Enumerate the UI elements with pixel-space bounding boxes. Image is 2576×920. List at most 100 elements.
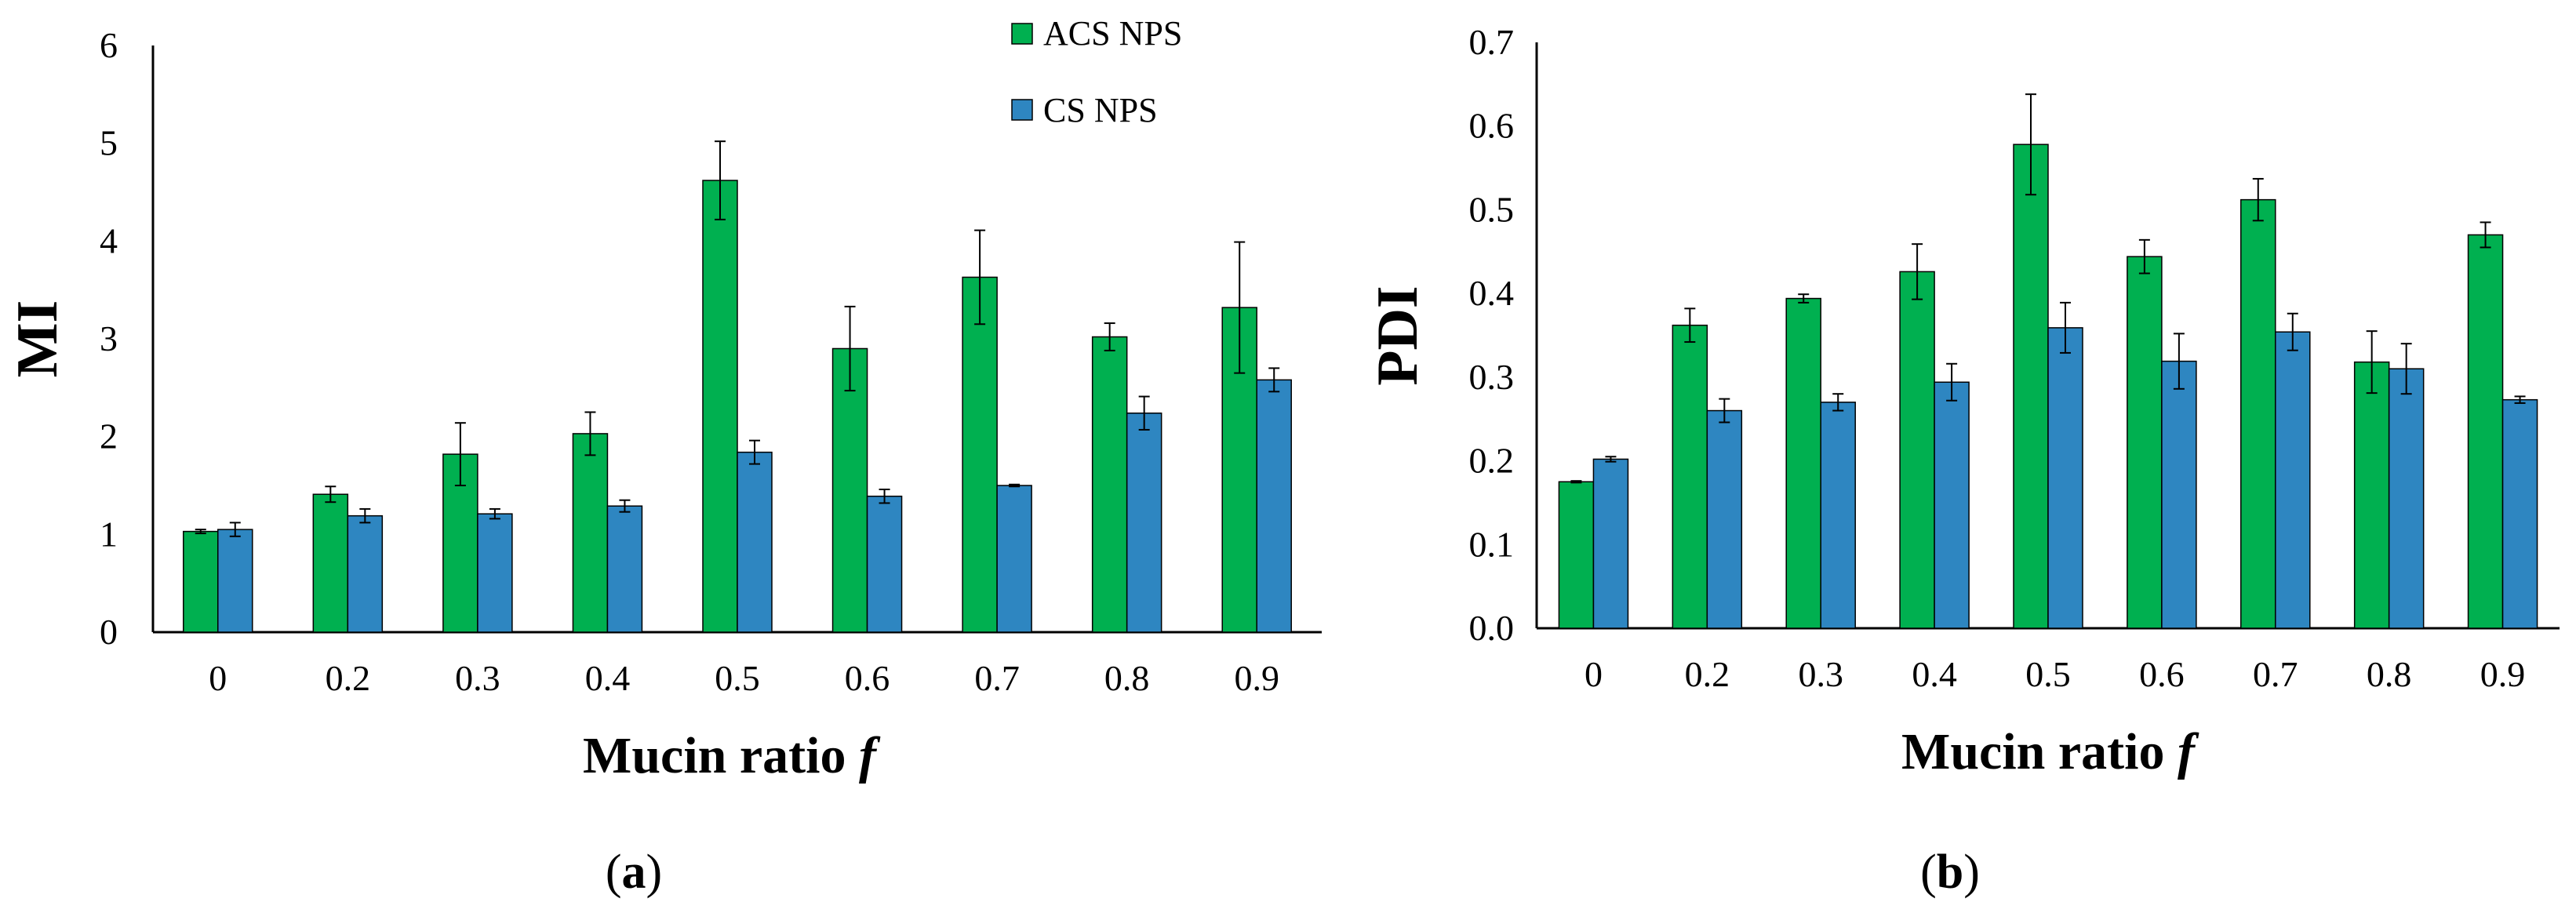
bar-cs-nps-0-4 [606, 505, 643, 633]
y-tick-label: 5 [100, 123, 118, 163]
y-tick-label: 0.7 [1469, 22, 1515, 62]
bar-cs-nps-0-7 [2275, 331, 2311, 629]
x-axis-label-text: Mucin ratio [583, 727, 846, 784]
bar-acs-nps-0-6 [2127, 256, 2163, 629]
error-bar-cs-nps-0-4 [619, 499, 631, 513]
bar-cs-nps-0-8 [2388, 368, 2425, 629]
error-bars [195, 140, 1280, 537]
bar-acs-nps-0-3 [1785, 297, 1821, 629]
bar-cs-nps-0-8 [1126, 412, 1162, 633]
x-tick-labels: 0 0.2 0.3 0.4 0.5 0.6 0.7 0.8 0.9 [209, 658, 1279, 698]
bar-acs-nps-0-4 [572, 433, 609, 633]
error-bar-acs-nps-0-3 [454, 422, 466, 486]
y-tick-label: 0.5 [1469, 189, 1515, 229]
error-bar-cs-nps-0-7 [1009, 483, 1021, 488]
x-tick-label: 0.7 [974, 658, 1020, 698]
error-bar-acs-nps-0-9 [2480, 221, 2491, 249]
y-tick-label: 0.0 [1469, 608, 1515, 648]
error-bar-cs-nps-0-7 [2287, 312, 2298, 351]
y-tick-label: 4 [100, 220, 118, 260]
x-tick-label: 0.3 [455, 658, 500, 698]
x-tick-label: 0.6 [2139, 654, 2185, 694]
bar-acs-nps-0-4 [1899, 271, 1935, 629]
y-axis-label: MI [5, 300, 70, 378]
y-tick-labels: 0.0 0.1 0.2 0.3 0.4 0.5 0.6 0.7 [1469, 22, 1515, 648]
panel-label-a-letter: a [622, 845, 646, 899]
error-bar-acs-nps-0-4 [584, 411, 596, 456]
bar-acs-nps-0 [1558, 481, 1595, 629]
bar-cs-nps-0-5 [2047, 327, 2083, 629]
legend-swatch-acs-nps [1011, 23, 1033, 45]
panel-label-a: (a) [606, 845, 662, 899]
y-tick-labels: 0 1 2 3 4 5 6 [100, 25, 118, 652]
error-bar-acs-nps-0 [1570, 480, 1582, 484]
error-bar-acs-nps-0-6 [2138, 238, 2150, 275]
y-tick-label: 0.4 [1469, 273, 1515, 313]
bar-acs-nps-0-5 [2013, 144, 2049, 629]
error-bar-cs-nps-0 [1605, 456, 1617, 463]
bar-cs-nps-0-2 [1706, 409, 1743, 629]
bar-cs-nps-0-2 [347, 515, 384, 633]
error-bar-acs-nps-0-7 [2252, 177, 2264, 222]
y-axis-label: PDI [1366, 285, 1430, 385]
y-tick-label: 0.1 [1469, 524, 1515, 564]
bar-acs-nps-0-8 [2353, 361, 2390, 629]
error-bar-cs-nps-0-3 [489, 507, 500, 520]
x-tick-label: 0.4 [1912, 654, 1957, 694]
bar-acs-nps-0-7 [962, 276, 998, 633]
error-bar-acs-nps-0-5 [2025, 93, 2036, 196]
panel-label-b-letter: b [1937, 845, 1963, 899]
x-tick-label: 0.4 [585, 658, 631, 698]
x-tick-label: 0.5 [715, 658, 760, 698]
bar-acs-nps-0 [183, 530, 219, 633]
bar-cs-nps-0-6 [2161, 360, 2197, 629]
bar-acs-nps-0-9 [2467, 234, 2504, 629]
error-bar-acs-nps-0-9 [1234, 241, 1246, 374]
error-bar-acs-nps-0-6 [844, 305, 856, 392]
x-tick-label: 0.6 [845, 658, 890, 698]
bar-cs-nps-0-9 [1256, 379, 1292, 633]
error-bar-cs-nps-0-6 [879, 488, 890, 504]
error-bar-cs-nps-0-2 [359, 507, 371, 524]
bar-acs-nps-0-2 [1672, 324, 1708, 629]
bar-acs-nps-0-2 [312, 493, 349, 633]
x-tick-label: 0.9 [1234, 658, 1279, 698]
y-tick-label: 3 [100, 318, 118, 358]
legend-label-acs-nps: ACS NPS [1043, 14, 1182, 53]
y-tick-label: 0.3 [1469, 357, 1515, 397]
x-axis-label: Mucin ratio f [583, 727, 881, 784]
x-tick-label: 0.2 [1685, 654, 1730, 694]
error-bar-acs-nps-0-2 [1684, 307, 1696, 344]
panel-label-b: (b) [1920, 845, 1980, 899]
x-axis-label-variable: f [859, 727, 881, 784]
error-bar-cs-nps-0-8 [1138, 395, 1150, 431]
bar-cs-nps-0-4 [1934, 381, 1970, 629]
error-bar-cs-nps-0-4 [1946, 362, 1958, 402]
chart-panel-b: 0.00.10.20.30.40.50.60.7 0 0.2 0.3 0.4 0.5 0.… [1366, 22, 2560, 899]
y-tick-label: 0.6 [1469, 106, 1515, 146]
x-tick-label: 0.2 [326, 658, 371, 698]
x-tick-label: 0.3 [1798, 654, 1843, 694]
error-bar-acs-nps-0 [195, 529, 206, 535]
x-tick-label: 0.8 [1104, 658, 1150, 698]
legend-swatch-cs-nps [1011, 99, 1033, 121]
legend-label-cs-nps: CS NPS [1043, 91, 1158, 129]
error-bar-cs-nps-0-3 [1832, 393, 1844, 412]
bar-cs-nps-0 [1592, 458, 1629, 629]
bar-cs-nps-0-9 [2501, 398, 2538, 629]
x-axis-label-text: Mucin ratio [1901, 723, 2164, 780]
bar-cs-nps-0-3 [477, 513, 513, 633]
error-bar-cs-nps-0-9 [2514, 395, 2526, 404]
error-bar-cs-nps-0-2 [1719, 398, 1730, 424]
error-bar-acs-nps-0-5 [715, 140, 726, 220]
error-bar-cs-nps-0-6 [2173, 333, 2185, 390]
error-bar-acs-nps-0-8 [2366, 330, 2378, 395]
bars [1558, 144, 2538, 629]
bar-cs-nps-0-6 [866, 495, 903, 633]
bar-acs-nps-0-7 [2240, 198, 2276, 629]
bar-cs-nps-0-7 [996, 485, 1032, 633]
x-axis-label-variable: f [2178, 723, 2199, 780]
error-bar-acs-nps-0-2 [325, 485, 337, 504]
legend: ACS NPS CS NPS [1011, 14, 1182, 129]
x-tick-labels: 0 0.2 0.3 0.4 0.5 0.6 0.7 0.8 0.9 [1585, 654, 2525, 694]
